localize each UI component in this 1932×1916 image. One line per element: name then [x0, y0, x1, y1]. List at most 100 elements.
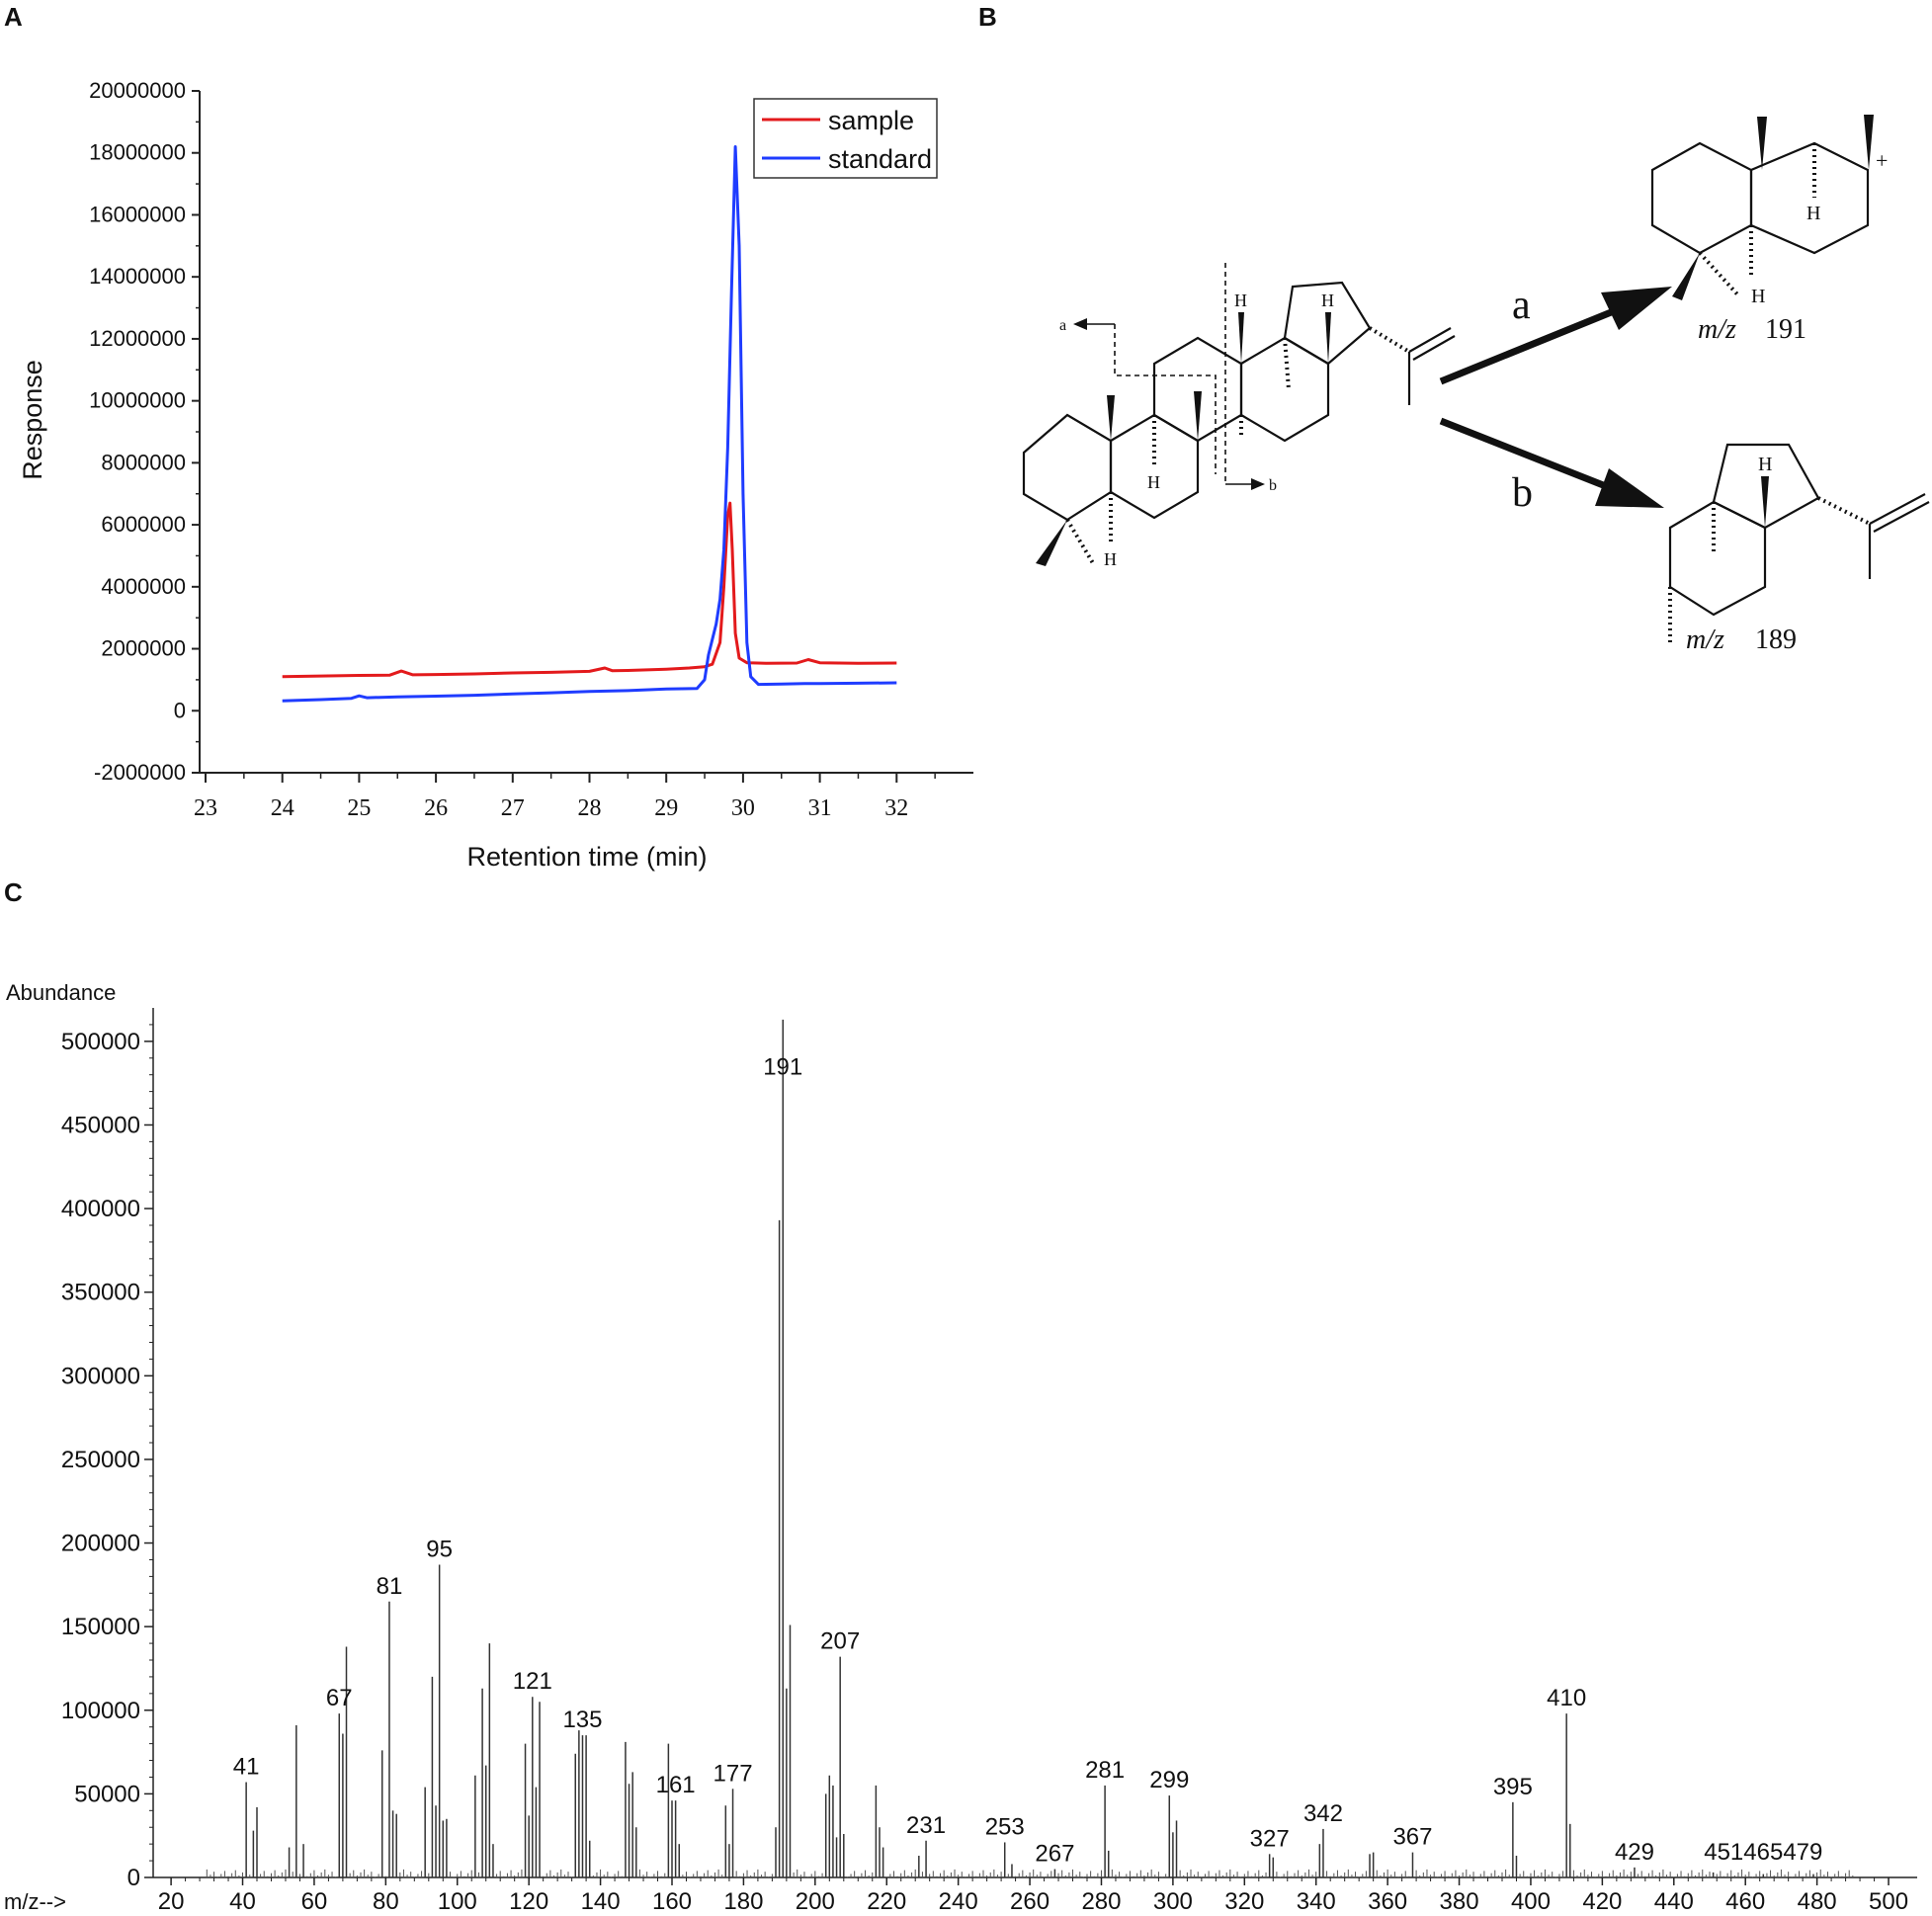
legend-label-standard: standard	[828, 144, 932, 174]
chromatogram-x-ticks: 23 24 25 26 27 28 29 30 31 32	[194, 773, 936, 821]
h-wedge-c13	[1238, 312, 1244, 364]
series-line-standard	[282, 145, 897, 703]
reaction-arrow-a	[1439, 300, 1633, 385]
fragment-a	[1650, 115, 1874, 300]
x-tick-label: 340	[1297, 1888, 1336, 1915]
x-tick-label: 23	[194, 795, 217, 821]
spectrum-baseline-noise	[206, 1869, 1854, 1877]
x-tick-label: 360	[1368, 1888, 1407, 1915]
chromatogram-legend: sample standard	[753, 98, 938, 179]
spectrum-y-ticks: 0 50000 100000 150000 200000 250000 300000 3500…	[61, 1024, 153, 1891]
chromatogram-chart: -2000000 0 2000000 4000000 6000000 8000000 100…	[18, 78, 973, 872]
ring-a	[1022, 413, 1113, 522]
h-wedge-c18	[1325, 312, 1331, 364]
x-tick-label: 24	[271, 795, 294, 821]
chromatogram-y-ticks: -2000000 0 2000000 4000000 6000000 8000000 100…	[89, 78, 200, 785]
arrow-label-a: a	[1512, 283, 1531, 328]
peak-label: 267	[1035, 1841, 1074, 1868]
legend-box	[753, 98, 938, 179]
x-tick-label: 160	[652, 1888, 692, 1915]
isopropenyl-hash	[1368, 326, 1411, 354]
x-tick-label: 32	[884, 795, 908, 821]
peak-label: 231	[906, 1812, 946, 1839]
y-tick-label: 50000	[74, 1781, 140, 1807]
cleavage-arrowhead-b	[1251, 478, 1265, 490]
fragment-a-mz-prefix: m/z	[1698, 314, 1736, 345]
x-tick-label: 80	[373, 1888, 399, 1915]
isopropenyl-bond-2	[1412, 335, 1456, 361]
fragment-a-ring-1	[1650, 141, 1753, 255]
reaction-arrowhead-a	[1601, 287, 1672, 330]
y-tick-label: 350000	[61, 1280, 140, 1306]
x-tick-label: 300	[1153, 1888, 1193, 1915]
reaction-arrowhead-b	[1595, 468, 1664, 508]
x-tick-label: 420	[1582, 1888, 1622, 1915]
x-tick-label: 440	[1654, 1888, 1694, 1915]
mass-spectrum-chart: 0 50000 100000 150000 200000 250000 300000 3500…	[4, 980, 1917, 1915]
fragment-b-isopropenyl-2	[1873, 501, 1930, 533]
fragment-b-isopropenyl-1	[1869, 493, 1926, 525]
peak-label: 207	[820, 1628, 860, 1655]
h-label-c13: H	[1234, 291, 1247, 310]
chromatogram-y-axis-label: Response	[18, 360, 47, 480]
peak-label: 299	[1149, 1767, 1189, 1793]
y-tick-label: -2000000	[94, 760, 186, 785]
x-tick-label: 60	[301, 1888, 328, 1915]
peak-label: 395	[1493, 1774, 1533, 1800]
cleavage-label-a: a	[1059, 317, 1066, 334]
y-tick-label: 150000	[61, 1614, 140, 1640]
h-label-c5: H	[1104, 549, 1117, 569]
spectrum-x-axis-title: m/z-->	[4, 1889, 66, 1914]
panel-label-b: B	[978, 2, 997, 32]
spectrum-x-ticks: 20 40 60 80 100 120 140 160 180 200 220 240 260 280 30…	[158, 1877, 1908, 1915]
methyl-hash-c4	[1065, 518, 1095, 565]
fragment-a-h-label-2: H	[1751, 286, 1765, 307]
x-tick-label: 320	[1224, 1888, 1264, 1915]
x-tick-label: 29	[654, 795, 678, 821]
ring-e	[1283, 281, 1372, 366]
x-tick-label: 40	[229, 1888, 256, 1915]
fragment-b-h-wedge	[1761, 476, 1769, 528]
methyl-wedge-c10	[1107, 395, 1115, 441]
x-tick-label: 30	[731, 795, 755, 821]
fragment-a-h-label-1: H	[1806, 203, 1820, 224]
cleavage-label-b: b	[1269, 477, 1277, 494]
x-tick-label: 500	[1869, 1888, 1908, 1915]
fragmentation-scheme	[1022, 115, 1930, 642]
spectrum-peak-labels: 41 67 81 95 121 135 161 177 191 207 231 253 267 281 29…	[233, 1054, 1823, 1868]
y-tick-label: 20000000	[89, 78, 186, 103]
y-tick-label: 0	[127, 1865, 140, 1891]
peak-label: 342	[1303, 1800, 1343, 1827]
y-tick-label: 10000000	[89, 388, 186, 413]
legend-label-sample: sample	[828, 106, 914, 135]
y-tick-label: 4000000	[101, 574, 186, 599]
fragment-b	[1668, 443, 1930, 642]
y-tick-label: 100000	[61, 1698, 140, 1724]
peak-label: 135	[562, 1707, 602, 1733]
x-tick-label: 100	[438, 1888, 477, 1915]
peak-label: 67	[326, 1685, 353, 1711]
y-tick-label: 6000000	[101, 512, 186, 537]
h-label-c18: H	[1321, 291, 1334, 310]
spectrum-peaks	[245, 1019, 1814, 1877]
x-tick-label: 27	[501, 795, 525, 821]
peak-label: 41	[233, 1754, 260, 1781]
fragment-b-mz-prefix: m/z	[1686, 625, 1724, 655]
y-tick-label: 0	[174, 698, 186, 722]
y-tick-label: 250000	[61, 1447, 140, 1473]
x-tick-label: 120	[509, 1888, 548, 1915]
peak-label: 191	[763, 1054, 802, 1081]
peak-label: 161	[656, 1772, 696, 1798]
x-tick-label: 140	[581, 1888, 621, 1915]
fragment-a-charge: +	[1876, 148, 1888, 173]
series-line-sample	[282, 501, 897, 679]
y-tick-label: 18000000	[89, 140, 186, 165]
ring-b	[1109, 413, 1200, 520]
arrow-label-b: b	[1512, 470, 1533, 516]
parent-molecule	[1022, 263, 1456, 566]
peak-label: 429	[1615, 1839, 1654, 1866]
y-tick-label: 300000	[61, 1363, 140, 1389]
y-tick-label: 16000000	[89, 202, 186, 226]
methyl-hash-c17	[1283, 337, 1291, 390]
